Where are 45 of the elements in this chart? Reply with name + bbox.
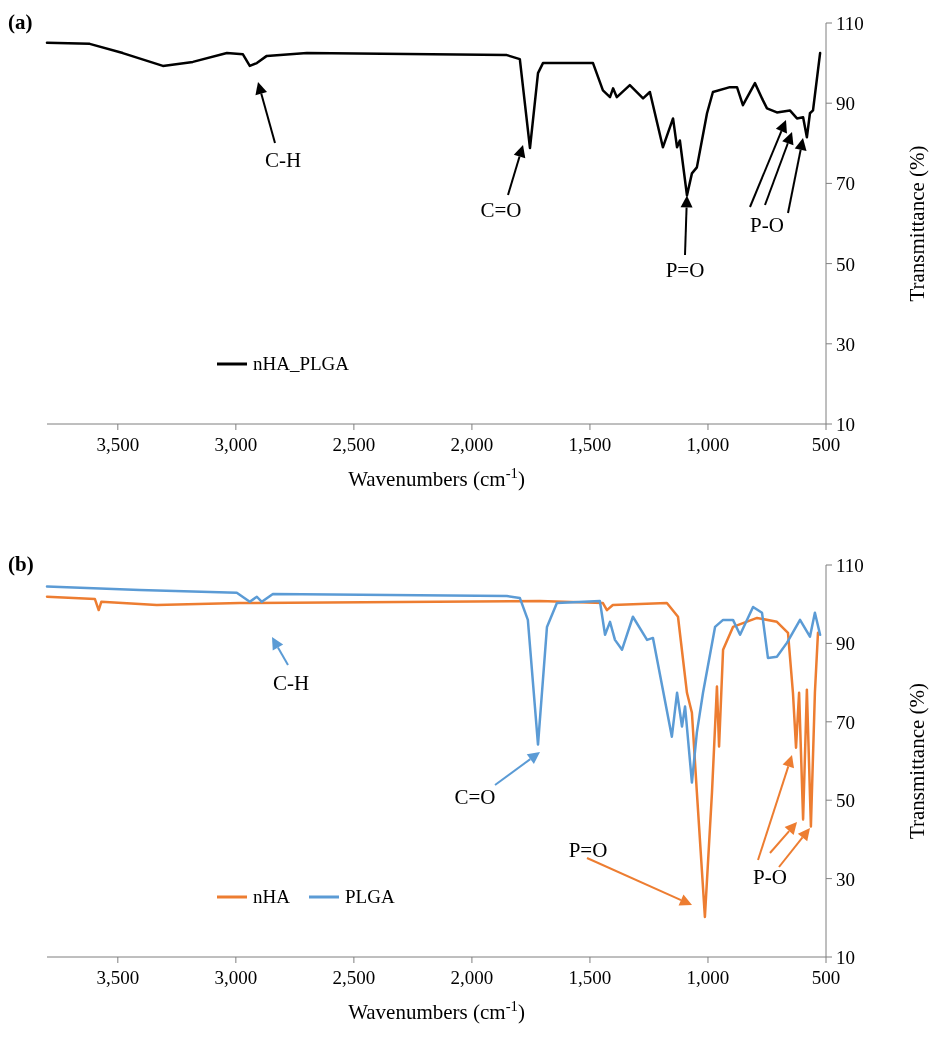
annotation: P=O <box>568 838 608 862</box>
x-axis-title: Wavenumbers (cm$^{-1}$) <box>348 998 525 1024</box>
legend-label: nHA <box>253 886 291 907</box>
annotation: P-O <box>753 865 787 889</box>
y-tick-label: 30 <box>836 333 855 355</box>
chart-title: (b) <box>8 552 34 576</box>
x-tick-label: 1,500 <box>568 434 612 455</box>
x-tick-label: 1,000 <box>686 434 730 455</box>
x-tick-label: 1,500 <box>568 967 612 988</box>
annotation: P-O <box>750 213 784 237</box>
chart-title: (a) <box>8 10 33 34</box>
x-tick-label: 500 <box>811 967 841 988</box>
x-tick-label: 3,000 <box>214 434 258 455</box>
legend-label: nHA_PLGA <box>253 353 350 374</box>
legend-label: PLGA <box>345 886 395 907</box>
x-tick-label: 3,500 <box>96 434 140 455</box>
x-tick-label: 2,000 <box>450 434 494 455</box>
annotation: C=O <box>480 198 522 222</box>
y-tick-label: 90 <box>836 93 855 115</box>
x-tick-label: 3,000 <box>214 967 258 988</box>
x-tick-label: 1,000 <box>686 967 730 988</box>
annotation: C-H <box>272 671 310 695</box>
y-axis-title: Transmittance (%) <box>905 682 929 840</box>
line-series <box>45 595 820 919</box>
x-tick-label: 2,000 <box>450 967 494 988</box>
x-tick-label: 2,500 <box>332 967 376 988</box>
y-tick-label: 50 <box>836 253 855 275</box>
y-tick-label: 90 <box>836 633 855 655</box>
x-tick-label: 2,500 <box>332 434 376 455</box>
y-axis-title: Transmittance (%) <box>905 145 929 302</box>
y-tick-label: 50 <box>836 790 855 812</box>
y-tick-label: 30 <box>836 868 855 890</box>
annotation: C-H <box>264 148 302 172</box>
annotation: C=O <box>454 785 496 809</box>
y-tick-label: 110 <box>836 13 864 34</box>
x-axis-title: Wavenumbers (cm$^{-1}$) <box>348 465 525 491</box>
y-tick-label: 10 <box>836 414 855 435</box>
y-tick-label: 110 <box>836 555 864 576</box>
y-tick-label: 70 <box>836 711 855 733</box>
line-series <box>45 585 822 784</box>
y-tick-label: 10 <box>836 947 855 968</box>
x-tick-label: 500 <box>811 434 841 455</box>
y-tick-label: 70 <box>836 173 855 195</box>
x-tick-label: 3,500 <box>96 967 140 988</box>
annotation: P=O <box>665 258 705 282</box>
